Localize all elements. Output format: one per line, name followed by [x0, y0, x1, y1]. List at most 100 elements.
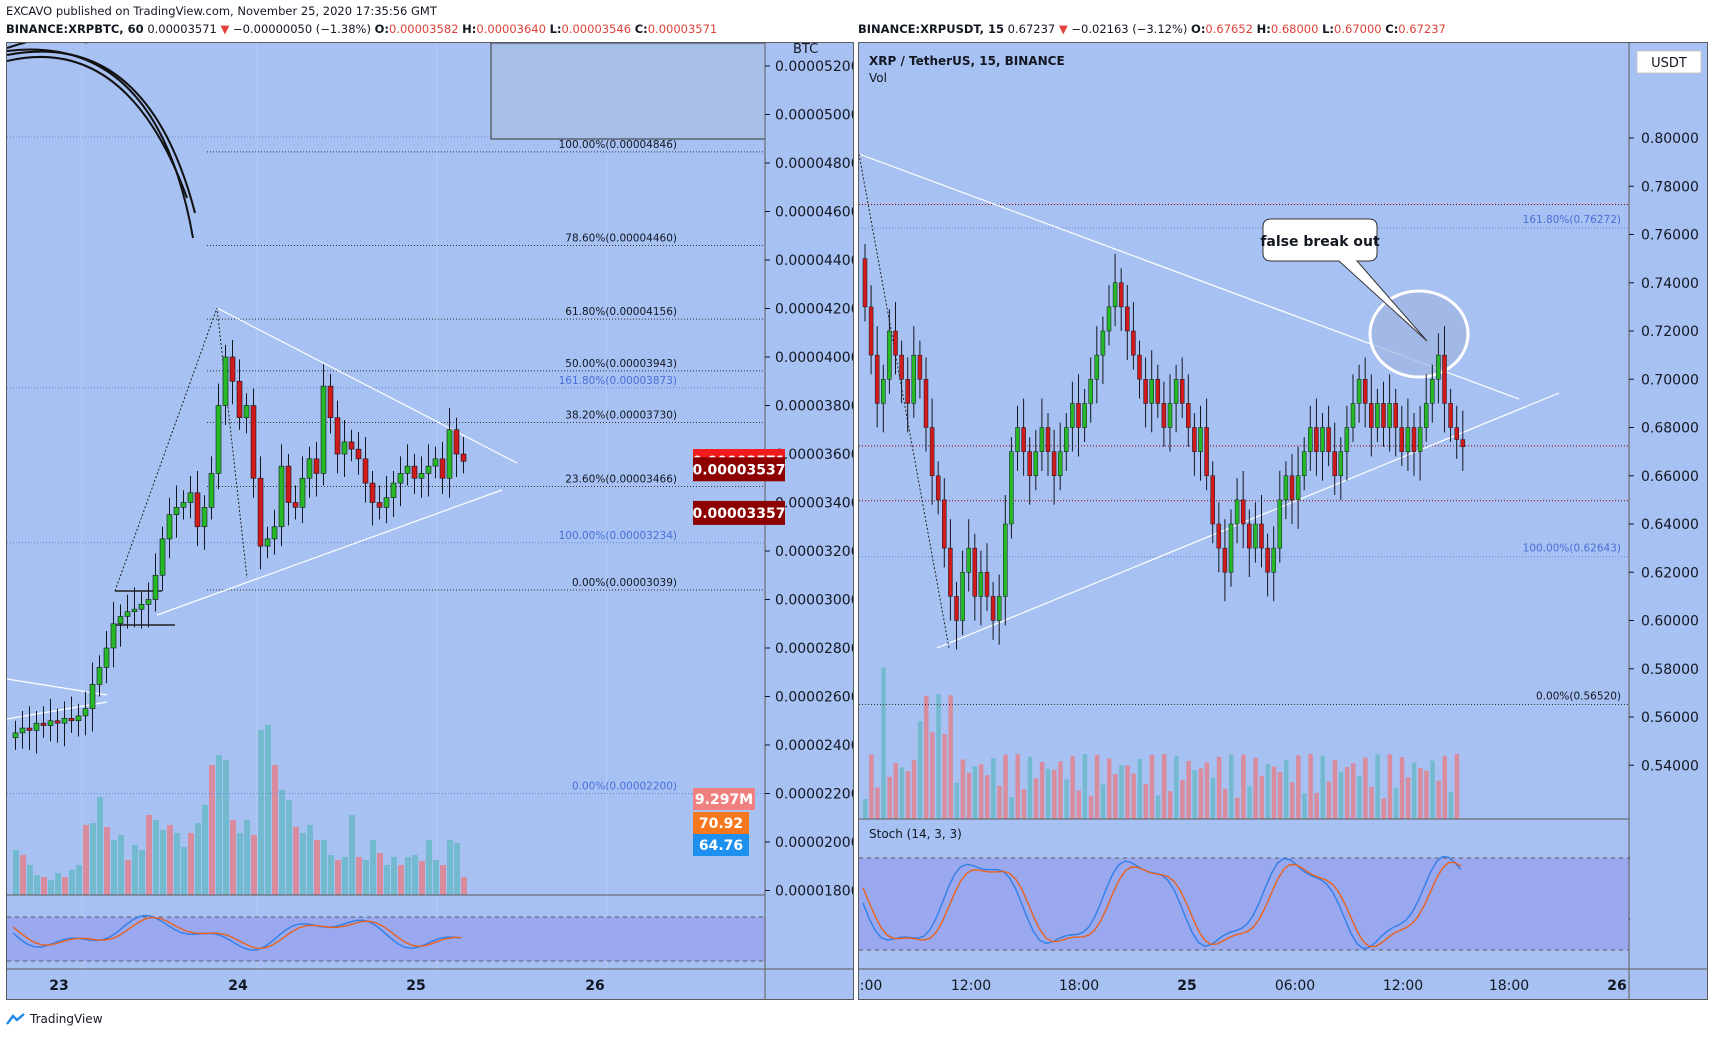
right-candle-body	[1204, 427, 1209, 476]
right-chart-svg[interactable]: 80.0040.00 161.80%(0.76272)100.00%(0.626…	[859, 43, 1708, 1000]
left-chart-panel[interactable]: 50.00 261.80%(0.00004907)100.00%(0.00004…	[6, 42, 854, 1000]
right-volume-bar	[1332, 760, 1338, 819]
right-time-tick-label: 18:00	[1059, 978, 1099, 994]
left-volume-bar	[13, 850, 19, 895]
left-candle-body	[306, 458, 313, 479]
right-candle-body	[942, 499, 947, 549]
right-volume-bar	[1204, 762, 1210, 819]
right-price-tick-label: 0.56000	[1641, 710, 1699, 726]
left-fib-label: 0.00%(0.00003039)	[572, 577, 677, 589]
left-volume-bar	[265, 725, 271, 895]
right-fib-label: 0.00%(0.56520)	[1536, 690, 1621, 702]
right-candle-body	[1259, 523, 1264, 549]
right-volume-bar	[1033, 778, 1039, 819]
right-volume-bar	[1180, 780, 1185, 819]
right-volume-bar	[978, 764, 984, 819]
right-volume-bar	[985, 775, 990, 819]
left-triangle-upper-line	[216, 307, 518, 464]
right-volume-bar	[1168, 791, 1173, 819]
left-candle-body	[187, 492, 194, 503]
left-chart-svg[interactable]: 50.00 261.80%(0.00004907)100.00%(0.00004…	[7, 43, 854, 1000]
left-close: 0.00003571	[647, 22, 718, 36]
left-volume-bar	[433, 860, 439, 895]
left-candle-body	[215, 405, 222, 474]
left-high: 0.00003640	[476, 22, 546, 36]
right-volume-bar	[899, 767, 905, 819]
right-stoch-band	[859, 858, 1629, 950]
right-candle-body	[1423, 403, 1429, 428]
right-time-tick-label: 06:00	[1275, 978, 1315, 994]
right-volume-bar	[1186, 760, 1191, 819]
right-volume-bar	[930, 732, 935, 819]
left-candle-body	[75, 715, 82, 722]
right-price-tick-label: 0.62000	[1641, 565, 1699, 581]
right-volume-bar	[1259, 775, 1264, 819]
right-volume-bar	[1046, 768, 1051, 819]
right-candle-body	[1283, 475, 1289, 501]
right-volume-bar	[1418, 767, 1423, 819]
right-candle-body	[1003, 523, 1008, 597]
left-volume-badge-label: 9.297M	[695, 792, 753, 808]
left-candle-body	[453, 429, 460, 455]
right-candle-body	[1106, 306, 1112, 332]
right-candle-body	[1027, 451, 1032, 476]
left-price-badge-label: 0.00003537	[693, 462, 786, 478]
left-stoch-d-line	[12, 916, 462, 950]
right-volume-bar	[1247, 786, 1252, 819]
right-volume-bar	[1119, 764, 1124, 819]
right-candle-body	[1338, 451, 1344, 476]
footer-brand: TradingView	[30, 1012, 103, 1026]
left-target-box	[490, 43, 766, 140]
left-volume-bar	[55, 873, 61, 895]
left-volume-bar	[447, 840, 453, 895]
left-candle-body	[159, 538, 166, 576]
right-candle-body	[1350, 403, 1356, 428]
right-volume-bar	[960, 759, 966, 819]
right-volume-bar	[881, 667, 886, 819]
left-volume-bar	[132, 845, 138, 895]
right-volume-bar	[1137, 758, 1142, 819]
right-fib-label: 161.80%(0.76272)	[1523, 214, 1621, 226]
left-price-tick-label: 0.00004200	[775, 302, 854, 318]
left-volume-bar	[356, 857, 362, 895]
left-volume-bar	[146, 815, 152, 895]
left-price-tick-label: 0.00003800	[775, 399, 854, 415]
right-candle-body	[1369, 403, 1374, 428]
right-price-axis-bg	[1630, 43, 1707, 999]
left-currency-label: BTC	[793, 43, 818, 57]
right-stoch-d-line	[862, 861, 1462, 948]
right-candle-body	[954, 596, 959, 621]
right-candle-body	[1381, 403, 1386, 428]
right-volume-bar	[869, 754, 874, 819]
right-currency-box[interactable]	[1636, 50, 1702, 74]
right-candle-body	[929, 427, 935, 476]
left-low: 0.00003546	[561, 22, 632, 36]
right-volume-bar	[966, 772, 972, 819]
left-arc-curve	[7, 48, 194, 239]
left-candle-body	[418, 473, 425, 479]
left-volume-bar	[314, 840, 320, 895]
right-volume-bar	[1442, 755, 1447, 819]
right-candle-body	[1064, 427, 1069, 452]
left-candle-body	[68, 718, 75, 722]
left-volume-bar	[279, 790, 285, 895]
right-candle-body	[1240, 499, 1246, 525]
left-price-tick-label: 0.00002600	[775, 690, 854, 706]
right-volume-bar	[1009, 797, 1014, 819]
left-volume-bar	[97, 797, 103, 895]
left-candle-body	[285, 465, 292, 503]
left-candle-body	[348, 441, 355, 450]
left-volume-bar	[461, 877, 467, 895]
right-candle-body	[1125, 306, 1130, 332]
right-candle-body	[1070, 403, 1075, 428]
left-candle-body	[138, 604, 145, 610]
right-volume-bar	[1052, 769, 1057, 819]
tradingview-logo-icon	[6, 1013, 25, 1025]
right-chart-panel[interactable]: 80.0040.00 161.80%(0.76272)100.00%(0.626…	[858, 42, 1708, 1000]
left-candle-body	[334, 417, 341, 455]
left-candle-body	[411, 465, 418, 479]
right-candle-body	[1442, 354, 1447, 404]
right-time-tick-label: :00	[860, 978, 883, 994]
right-candle-body	[1375, 403, 1380, 428]
